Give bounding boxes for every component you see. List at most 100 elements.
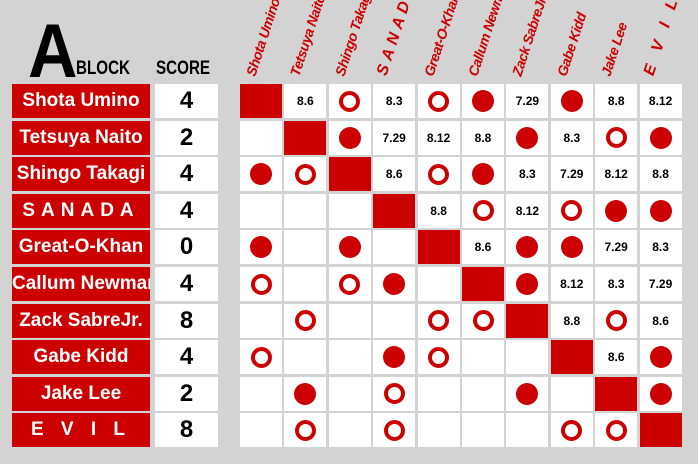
diagonal-cell [506, 303, 549, 338]
open-circle-icon [428, 163, 450, 185]
diagonal-cell [284, 120, 327, 155]
open-circle-icon [472, 200, 494, 222]
wrestler-name: Great-O-Khan [12, 230, 150, 265]
open-circle-icon [250, 273, 272, 295]
filled-circle-icon [338, 126, 361, 149]
match-cell [284, 340, 327, 375]
column-header: Shingo Takagi [329, 0, 375, 84]
match-date: 8.12 [639, 84, 682, 118]
column-header-name: Zack SabreJr. [509, 0, 551, 78]
match-cell [595, 193, 638, 228]
match-cell [284, 230, 327, 265]
open-circle-icon [561, 200, 583, 222]
filled-circle-icon [383, 346, 406, 369]
match-cell [506, 413, 549, 448]
match-cell [373, 413, 416, 448]
match-cell [328, 413, 371, 448]
match-cell [595, 413, 638, 448]
match-date: 8.3 [506, 157, 549, 192]
wrestler-score: 4 [155, 267, 218, 301]
match-cell [462, 413, 504, 448]
match-date: 7.29 [595, 230, 638, 265]
match-cell [373, 230, 416, 265]
filled-circle-icon [560, 90, 583, 112]
open-circle-icon [294, 419, 316, 441]
filled-circle-icon [250, 163, 272, 186]
wrestler-score: 8 [155, 303, 218, 338]
wrestler-name: Jake Lee [12, 376, 150, 411]
match-date: 8.8 [462, 120, 504, 155]
filled-circle-icon [560, 236, 583, 259]
filled-circle-icon [649, 199, 672, 222]
column-header-name: Jake Lee [597, 20, 631, 78]
match-cell [417, 376, 460, 411]
match-cell [284, 267, 327, 301]
filled-circle-icon [294, 382, 317, 405]
match-cell [240, 303, 282, 338]
diagonal-cell [550, 340, 593, 375]
column-header: Jake Lee [595, 0, 639, 84]
match-cell [417, 303, 460, 338]
match-date: 7.29 [506, 84, 549, 118]
match-cell [550, 376, 593, 411]
match-cell [506, 230, 549, 265]
score-header: SCORE [156, 58, 211, 79]
match-date: 8.12 [550, 267, 593, 301]
open-circle-icon [383, 419, 405, 441]
match-date: 8.12 [506, 193, 549, 228]
match-cell [595, 120, 638, 155]
match-cell [417, 340, 460, 375]
open-circle-icon [605, 310, 627, 332]
open-circle-icon [383, 383, 405, 405]
open-circle-icon [339, 273, 361, 295]
match-cell [284, 303, 327, 338]
column-header-name: E V I L [640, 0, 683, 78]
filled-circle-icon [516, 273, 539, 295]
match-cell [506, 267, 549, 301]
column-header-name: Shota Umino [242, 0, 283, 78]
block-letter: A [28, 9, 77, 94]
wrestler-score: 0 [155, 230, 218, 265]
open-circle-icon [250, 346, 272, 368]
match-cell [639, 376, 682, 411]
match-cell [550, 413, 593, 448]
column-header-name: Shingo Takagi [331, 0, 375, 78]
match-cell [240, 413, 282, 448]
column-header: Zack SabreJr. [506, 0, 550, 84]
match-cell [639, 340, 682, 375]
filled-circle-icon [516, 126, 539, 149]
column-header-name: SANADA [374, 0, 421, 78]
match-cell [240, 376, 282, 411]
column-header-name: Callum Newman [464, 0, 512, 79]
column-header-name: Great-O-Khan [420, 0, 463, 78]
match-date: 8.3 [550, 120, 593, 155]
match-cell [506, 376, 549, 411]
filled-circle-icon [338, 236, 361, 259]
match-date: 7.29 [373, 120, 416, 155]
filled-circle-icon [649, 382, 672, 405]
filled-circle-icon [516, 382, 539, 405]
wrestler-score: 2 [155, 376, 218, 411]
match-cell [328, 340, 371, 375]
diagonal-cell [240, 84, 282, 118]
diagonal-cell [417, 230, 460, 265]
wrestler-score: 4 [155, 84, 218, 118]
diagonal-cell [595, 376, 638, 411]
match-date: 8.6 [373, 157, 416, 192]
wrestler-score: 4 [155, 193, 218, 228]
wrestler-name: Shingo Takagi [12, 157, 150, 192]
column-header-name: Tetsuya Naito [287, 0, 329, 79]
match-cell [284, 376, 327, 411]
match-cell [240, 340, 282, 375]
match-cell [373, 267, 416, 301]
match-cell [284, 413, 327, 448]
match-cell [328, 84, 371, 118]
filled-circle-icon [649, 126, 672, 149]
match-cell [550, 84, 593, 118]
match-cell [506, 120, 549, 155]
match-date: 8.3 [373, 84, 416, 118]
match-cell [240, 193, 282, 228]
match-date: 8.6 [462, 230, 504, 265]
match-cell [550, 230, 593, 265]
diagonal-cell [373, 193, 416, 228]
